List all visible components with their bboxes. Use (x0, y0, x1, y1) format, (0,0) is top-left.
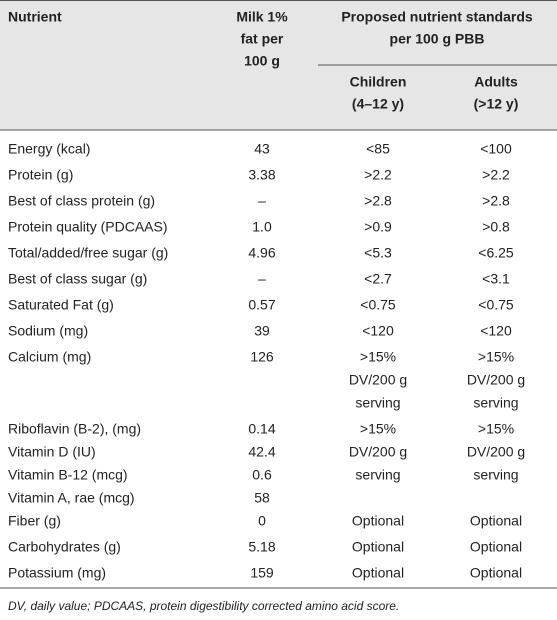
table-cell: Fiber (g) (8, 513, 61, 529)
table-cell: Protein quality (PDCAAS) (8, 219, 168, 235)
header-cell: Adults (474, 74, 518, 90)
table-cell: 1.0 (252, 219, 272, 235)
table-cell: >15% (360, 421, 396, 437)
table-cell: Optional (352, 539, 404, 555)
table-cell: Optional (470, 539, 522, 555)
table-cell: 43 (254, 141, 270, 157)
table-cell: Optional (470, 565, 522, 581)
table-cell: Best of class sugar (g) (8, 271, 147, 287)
table-cell: >2.8 (364, 193, 392, 209)
table-cell: Potassium (mg) (8, 565, 106, 581)
header-cell: Milk 1% (236, 9, 288, 25)
table-cell: Total/added/free sugar (g) (8, 245, 168, 261)
table-cell: <120 (362, 323, 394, 339)
table-cell: Optional (352, 565, 404, 581)
table-cell: Carbohydrates (g) (8, 539, 121, 555)
table-cell: DV/200 g (467, 372, 525, 388)
table-cell: Saturated Fat (g) (8, 297, 114, 313)
table-cell: 4.96 (248, 245, 275, 261)
table-cell: Best of class protein (g) (8, 193, 155, 209)
header-cell: fat per (241, 31, 284, 47)
table-cell: 159 (250, 565, 274, 581)
table-cell: serving (473, 467, 518, 483)
table-cell: serving (355, 467, 400, 483)
table-cell: >2.2 (482, 167, 510, 183)
table-cell: 126 (250, 349, 274, 365)
table-cell: >15% (360, 349, 396, 365)
header-cell: Proposed nutrient standards (341, 9, 533, 25)
footnote: DV, daily value; PDCAAS, protein digesti… (8, 599, 399, 613)
table-cell: 0 (258, 513, 266, 529)
table-cell: 0.57 (248, 297, 275, 313)
table-cell: <0.75 (360, 297, 396, 313)
table-cell: DV/200 g (349, 444, 407, 460)
table-cell: <5.3 (364, 245, 392, 261)
table-cell: <3.1 (482, 271, 510, 287)
table-cell: 0.14 (248, 421, 275, 437)
table-cell: Energy (kcal) (8, 141, 90, 157)
table-cell: Vitamin D (IU) (8, 444, 96, 460)
table-cell: >15% (478, 421, 514, 437)
table-cell: <85 (366, 141, 390, 157)
header-cell: per 100 g PBB (390, 31, 485, 47)
table-cell: <2.7 (364, 271, 392, 287)
table-cell: Sodium (mg) (8, 323, 88, 339)
table-cell: – (258, 271, 266, 287)
table-cell: DV/200 g (467, 444, 525, 460)
table-cell: <0.75 (478, 297, 514, 313)
table-cell: Protein (g) (8, 167, 73, 183)
table-cell: serving (473, 395, 518, 411)
table-cell: <6.25 (478, 245, 514, 261)
table-cell: >0.8 (482, 219, 510, 235)
table-cell: >2.8 (482, 193, 510, 209)
header-cell: (4–12 y) (352, 96, 404, 112)
table-cell: serving (355, 395, 400, 411)
table-cell: – (258, 193, 266, 209)
table-cell: Riboflavin (B-2), (mg) (8, 421, 141, 437)
header-cell: (>12 y) (474, 96, 519, 112)
table-cell: 5.18 (248, 539, 275, 555)
header-cell: Children (350, 74, 407, 90)
table-cell: 58 (254, 490, 270, 506)
header-cell: 100 g (244, 53, 280, 69)
table-cell: <120 (480, 323, 512, 339)
table-cell: >0.9 (364, 219, 392, 235)
table-cell: >15% (478, 349, 514, 365)
table-cell: 42.4 (248, 444, 275, 460)
table-cell: Optional (352, 513, 404, 529)
table-cell: Vitamin B-12 (mcg) (8, 467, 128, 483)
table-cell: DV/200 g (349, 372, 407, 388)
header-cell: Nutrient (8, 9, 62, 25)
table-cell: 3.38 (248, 167, 275, 183)
table-cell: >2.2 (364, 167, 392, 183)
table-cell: Vitamin A, rae (mcg) (8, 490, 135, 506)
table-cell: Optional (470, 513, 522, 529)
table-cell: Calcium (mg) (8, 349, 91, 365)
table-cell: <100 (480, 141, 512, 157)
table-cell: 0.6 (252, 467, 272, 483)
table-cell: 39 (254, 323, 270, 339)
